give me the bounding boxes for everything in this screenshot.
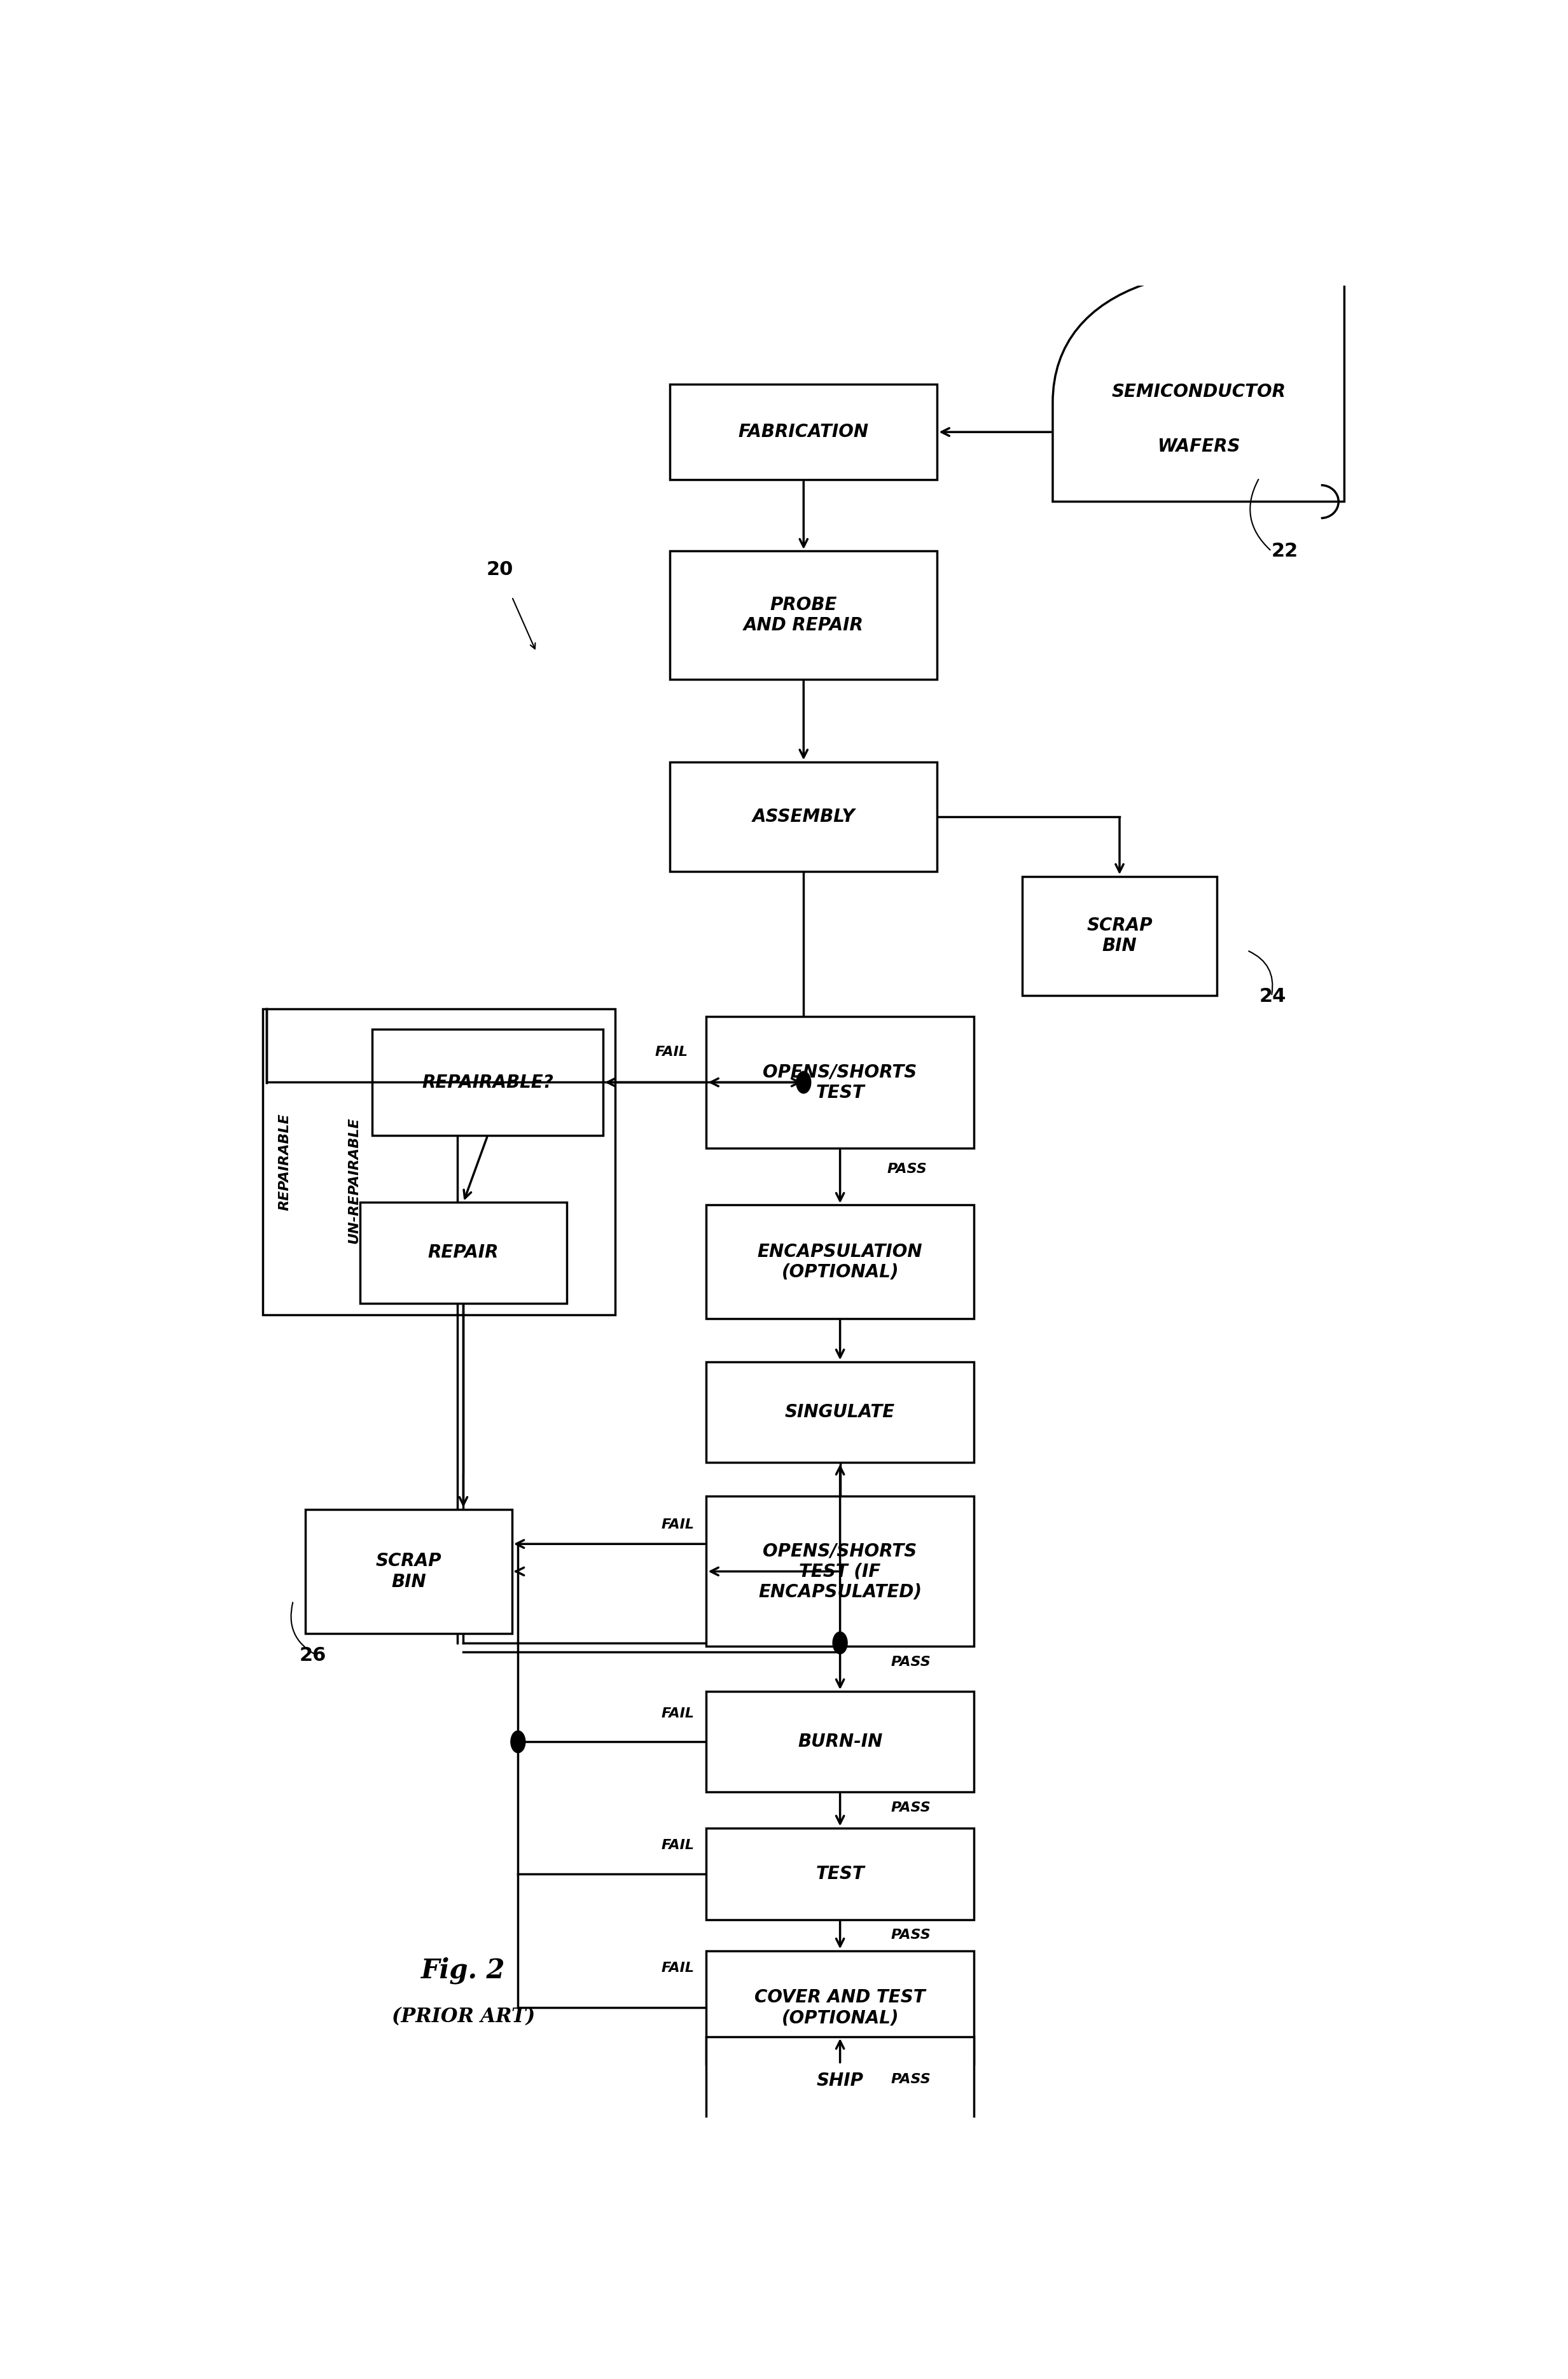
Text: SINGULATE: SINGULATE bbox=[786, 1404, 895, 1420]
FancyBboxPatch shape bbox=[670, 761, 938, 871]
FancyBboxPatch shape bbox=[706, 1016, 974, 1149]
Text: BURN-IN: BURN-IN bbox=[798, 1732, 883, 1751]
Text: FAIL: FAIL bbox=[662, 1518, 695, 1532]
Text: ASSEMBLY: ASSEMBLY bbox=[753, 809, 855, 826]
Text: FAIL: FAIL bbox=[662, 1963, 695, 1975]
FancyBboxPatch shape bbox=[706, 1951, 974, 2065]
Text: REPAIR: REPAIR bbox=[428, 1244, 499, 1261]
FancyBboxPatch shape bbox=[670, 385, 938, 481]
Text: OPENS/SHORTS
TEST: OPENS/SHORTS TEST bbox=[764, 1063, 917, 1101]
Text: TEST: TEST bbox=[815, 1865, 864, 1882]
Text: WAFERS: WAFERS bbox=[1157, 438, 1240, 457]
Text: 24: 24 bbox=[1259, 987, 1286, 1006]
Text: FAIL: FAIL bbox=[655, 1047, 688, 1059]
Text: COVER AND TEST
(OPTIONAL): COVER AND TEST (OPTIONAL) bbox=[754, 1989, 925, 2027]
PathPatch shape bbox=[1052, 269, 1344, 502]
FancyBboxPatch shape bbox=[706, 1206, 974, 1318]
Text: (PRIOR ART): (PRIOR ART) bbox=[392, 2008, 535, 2027]
Text: SCRAP
BIN: SCRAP BIN bbox=[1087, 916, 1152, 954]
FancyBboxPatch shape bbox=[1022, 875, 1217, 994]
FancyBboxPatch shape bbox=[361, 1201, 566, 1304]
FancyBboxPatch shape bbox=[706, 1361, 974, 1463]
FancyBboxPatch shape bbox=[706, 1496, 974, 1646]
Text: SEMICONDUCTOR: SEMICONDUCTOR bbox=[1112, 383, 1286, 400]
Text: REPAIRABLE: REPAIRABLE bbox=[279, 1113, 292, 1211]
FancyBboxPatch shape bbox=[706, 2036, 974, 2124]
Text: PROBE
AND REPAIR: PROBE AND REPAIR bbox=[743, 597, 864, 635]
Text: 22: 22 bbox=[1272, 542, 1298, 561]
FancyBboxPatch shape bbox=[372, 1030, 604, 1135]
FancyBboxPatch shape bbox=[706, 1827, 974, 1920]
Circle shape bbox=[511, 1732, 525, 1753]
Text: PASS: PASS bbox=[887, 1163, 927, 1175]
Text: Fig. 2: Fig. 2 bbox=[422, 1958, 505, 1984]
Text: 20: 20 bbox=[486, 559, 513, 578]
Text: 26: 26 bbox=[299, 1646, 326, 1665]
FancyBboxPatch shape bbox=[306, 1508, 511, 1634]
Text: SCRAP
BIN: SCRAP BIN bbox=[376, 1551, 442, 1592]
Text: UN-REPAIRABLE: UN-REPAIRABLE bbox=[348, 1118, 361, 1244]
Text: PASS: PASS bbox=[891, 1801, 930, 1815]
Text: PASS: PASS bbox=[891, 1929, 930, 1941]
Circle shape bbox=[797, 1071, 811, 1094]
Text: REPAIRABLE?: REPAIRABLE? bbox=[422, 1073, 554, 1092]
Circle shape bbox=[833, 1632, 847, 1653]
Text: OPENS/SHORTS
TEST (IF
ENCAPSULATED): OPENS/SHORTS TEST (IF ENCAPSULATED) bbox=[759, 1542, 922, 1601]
Text: ENCAPSULATION
(OPTIONAL): ENCAPSULATION (OPTIONAL) bbox=[757, 1242, 922, 1280]
FancyBboxPatch shape bbox=[670, 552, 938, 680]
Text: SHIP: SHIP bbox=[817, 2072, 864, 2089]
Text: PASS: PASS bbox=[891, 2074, 930, 2086]
Text: FAIL: FAIL bbox=[662, 1839, 695, 1851]
Text: PASS: PASS bbox=[891, 1656, 930, 1668]
FancyBboxPatch shape bbox=[706, 1691, 974, 1791]
Text: FABRICATION: FABRICATION bbox=[739, 423, 869, 440]
Text: FAIL: FAIL bbox=[662, 1708, 695, 1720]
